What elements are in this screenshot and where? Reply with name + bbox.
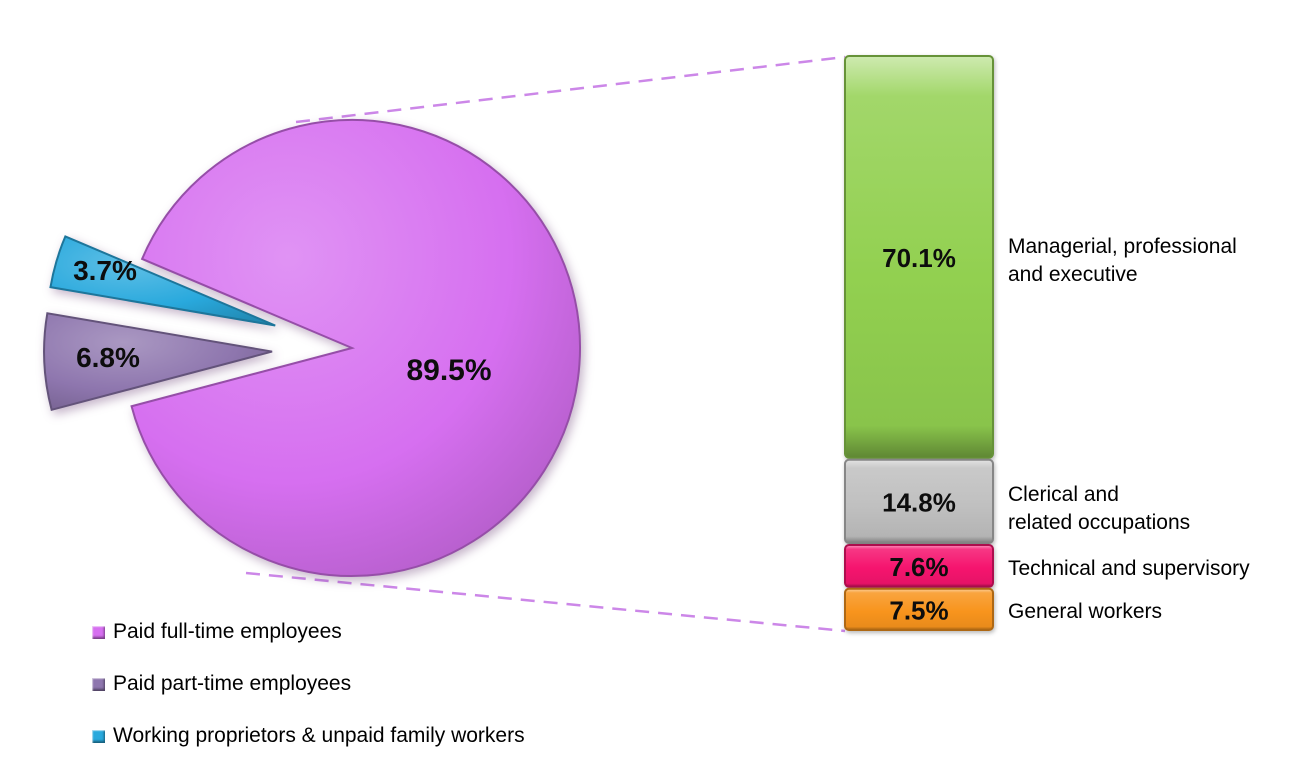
connector-line-bottom — [245, 571, 846, 633]
legend-item-part-time: Paid part-time employees — [92, 658, 525, 710]
pie-slice-2 — [49, 235, 276, 327]
pie-slice-value-label: 3.7% — [73, 255, 137, 286]
pie-slice-value-label: 6.8% — [76, 342, 140, 373]
bar-segment-value-label: 7.6% — [889, 552, 948, 582]
breakdown-bar: 70.1% 14.8% 7.6% 7.5% — [844, 55, 994, 631]
legend-swatch-full-time — [92, 625, 105, 639]
bar-segment-label: related occupations — [1008, 511, 1190, 534]
bar-segment-value-label: 14.8% — [882, 487, 956, 517]
legend-label: Paid full-time employees — [113, 620, 342, 643]
bar-segment-3 — [844, 587, 994, 631]
legend-label: Paid part-time employees — [113, 672, 352, 695]
legend-swatch-proprietors — [92, 729, 105, 743]
bar-segment-label: Technical and supervisory — [1008, 557, 1250, 580]
connector-line-top — [295, 55, 846, 124]
bar-segment-label: Managerial, professional — [1008, 235, 1237, 258]
pie-chart: 89.5% 6.8% 3.7% — [43, 119, 581, 577]
bar-segment-2 — [844, 544, 994, 588]
pie-slice-0 — [130, 119, 581, 577]
pie-slice-1 — [43, 312, 273, 412]
legend-item-full-time: Paid full-time employees — [92, 606, 525, 658]
bar-segment-1 — [844, 458, 994, 545]
bar-segment-label: General workers — [1008, 600, 1162, 623]
legend-label: Working proprietors & unpaid family work… — [113, 724, 525, 747]
legend: Paid full-time employees Paid part-time … — [92, 606, 525, 762]
pie-slice-value-label: 89.5% — [406, 354, 491, 387]
bar-segment-value-label: 7.5% — [889, 595, 948, 625]
bar-segment-0 — [844, 55, 994, 459]
bar-segment-label: Clerical and — [1008, 483, 1119, 506]
bar-segment-label: and executive — [1008, 263, 1138, 286]
legend-item-proprietors: Working proprietors & unpaid family work… — [92, 710, 525, 762]
bar-segment-value-label: 70.1% — [882, 243, 956, 273]
legend-swatch-part-time — [92, 677, 105, 691]
